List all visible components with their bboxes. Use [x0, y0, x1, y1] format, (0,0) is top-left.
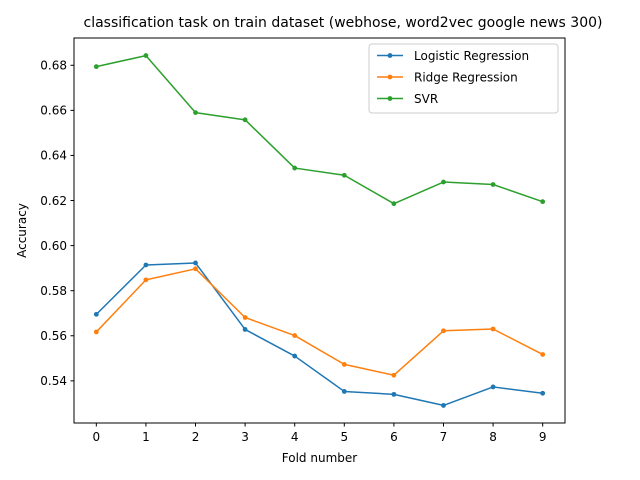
data-point-svr — [193, 110, 198, 116]
y-tick-label: 0.56 — [40, 329, 67, 343]
x-tick-label: 5 — [340, 430, 348, 444]
legend-label: Ridge Regression — [414, 70, 518, 84]
data-point-logistic-regression — [391, 391, 397, 397]
legend-label: Logistic Regression — [414, 49, 529, 63]
data-point-svr — [93, 64, 99, 70]
data-point-logistic-regression — [341, 389, 347, 394]
y-tick-label: 0.54 — [40, 374, 67, 388]
x-tick-label: 6 — [390, 430, 398, 444]
y-axis-label: Accuracy — [15, 203, 29, 258]
data-point-svr — [540, 199, 546, 205]
y-tick-label: 0.60 — [40, 239, 67, 253]
x-tick-label: 3 — [241, 430, 249, 444]
data-point-logistic-regression — [242, 327, 248, 332]
data-point-logistic-regression — [441, 403, 446, 408]
data-point-logistic-regression — [93, 311, 99, 317]
data-point-ridge-regression — [242, 315, 248, 320]
series-logistic-regression — [93, 260, 546, 408]
series-line-ridge-regression — [95, 268, 544, 376]
data-point-svr — [242, 117, 248, 123]
data-point-ridge-regression — [193, 266, 198, 272]
series-line-logistic-regression — [95, 262, 543, 407]
axes-frame — [73, 37, 566, 424]
x-tick-label: 0 — [92, 430, 100, 444]
legend: Logistic Regression Ridge Regression SVR — [368, 43, 559, 114]
y-tick-label: 0.62 — [40, 194, 67, 208]
x-axis-label: Fold number — [282, 451, 357, 465]
legend-item-svr: SVR — [377, 92, 438, 106]
series-ridge-regression — [93, 266, 546, 378]
data-point-ridge-regression — [441, 328, 446, 334]
x-tick-label: 7 — [440, 430, 448, 444]
legend-label: SVR — [414, 92, 438, 106]
data-point-ridge-regression — [292, 333, 298, 338]
legend-marker — [387, 53, 393, 58]
data-point-svr — [490, 182, 496, 187]
data-point-ridge-regression — [93, 329, 99, 335]
data-point-ridge-regression — [540, 352, 546, 357]
y-tick-label: 0.58 — [40, 284, 67, 298]
series-svr — [93, 53, 546, 207]
data-point-logistic-regression — [193, 260, 198, 266]
y-tick-label: 0.66 — [40, 104, 67, 118]
data-point-svr — [391, 201, 397, 207]
x-axis: 0 1 2 3 4 5 6 7 8 9 — [92, 423, 547, 444]
x-tick-label: 4 — [291, 430, 299, 444]
legend-marker — [387, 74, 393, 80]
x-tick-label: 9 — [539, 430, 547, 444]
y-tick-label: 0.68 — [40, 59, 67, 73]
data-point-ridge-regression — [143, 277, 149, 283]
chart-title: classification task on train dataset (we… — [84, 15, 603, 31]
data-point-logistic-regression — [143, 262, 149, 268]
y-tick-label: 0.64 — [40, 149, 67, 163]
data-point-ridge-regression — [341, 361, 347, 367]
data-point-svr — [143, 53, 149, 58]
series-layer — [93, 53, 546, 408]
data-point-logistic-regression — [292, 353, 298, 359]
x-tick-label: 1 — [142, 430, 150, 444]
legend-marker — [387, 96, 393, 101]
legend-item-ridge-regression: Ridge Regression — [377, 70, 518, 84]
data-point-ridge-regression — [490, 326, 496, 332]
legend-item-logistic-regression: Logistic Regression — [377, 49, 529, 63]
data-point-logistic-regression — [490, 384, 496, 390]
data-point-ridge-regression — [391, 372, 397, 378]
data-point-svr — [292, 165, 298, 171]
y-axis: 0.54 0.56 0.58 0.60 0.62 0.64 0.66 0.68 — [40, 59, 74, 388]
series-line-svr — [96, 54, 543, 205]
legend-frame — [368, 43, 559, 114]
x-tick-label: 2 — [192, 430, 200, 444]
data-point-svr — [341, 172, 347, 178]
data-point-svr — [441, 179, 446, 185]
x-tick-label: 8 — [489, 430, 497, 444]
plot-area: 0.54 0.56 0.58 0.60 0.62 0.64 0.66 0.68 0 1 2 3 4 5 6… — [40, 37, 566, 444]
data-point-logistic-regression — [540, 390, 546, 396]
